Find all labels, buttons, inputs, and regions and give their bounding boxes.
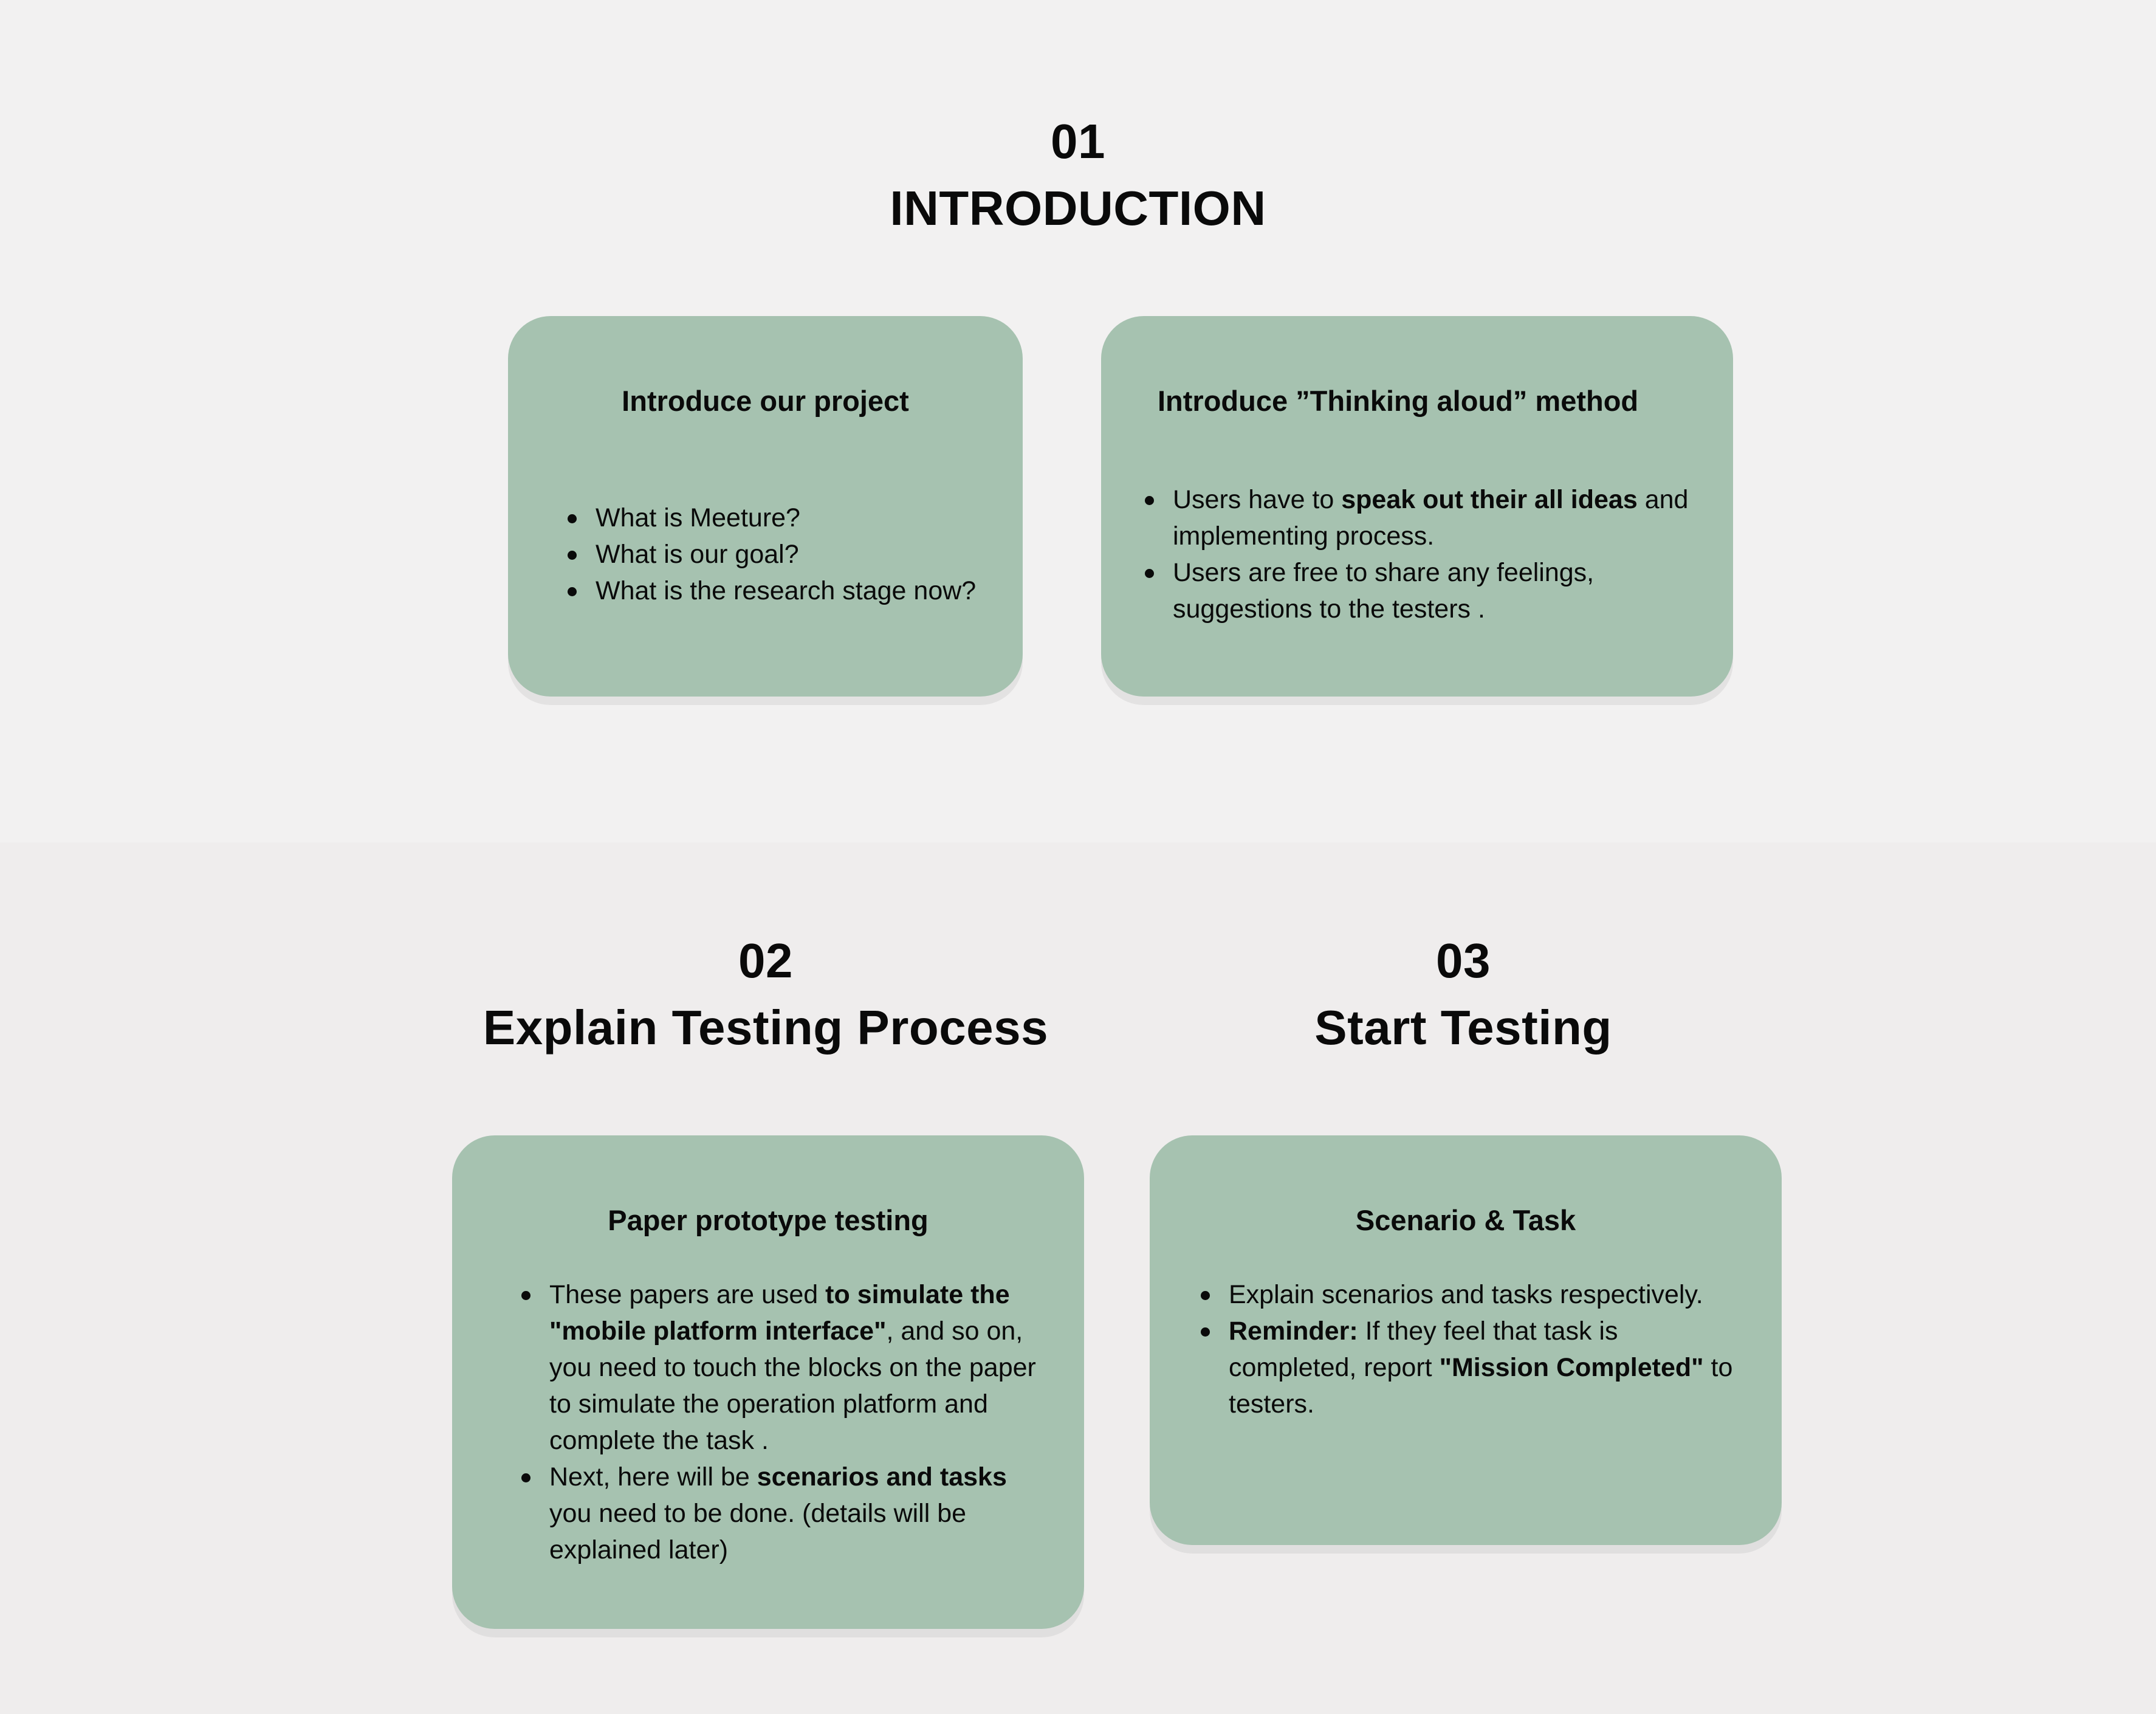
card-title: Introduce ”Thinking aloud” method (1158, 385, 1639, 417)
emphasis-text: "Mission Completed" (1439, 1353, 1704, 1382)
text: These papers are used (549, 1280, 826, 1309)
card-thinking-aloud: Introduce ”Thinking aloud” method Users … (1101, 316, 1733, 697)
text: and implementing process. (1173, 485, 1689, 551)
bullet-list: Explain scenarios and tasks respectively… (1200, 1276, 1746, 1422)
list-item: Next, here will be scenarios and tasks y… (520, 1459, 1043, 1568)
list-item: What is our goal? (566, 536, 1004, 573)
emphasis-text: scenarios and tasks (757, 1462, 1007, 1492)
section-number: 02 (738, 934, 793, 988)
bullet-list: What is Meeture? What is our goal? What … (566, 500, 1004, 609)
card-title: Paper prototype testing (608, 1204, 929, 1236)
emphasis-text: speak out their all ideas (1341, 485, 1638, 514)
section-title: Explain Testing Process (482, 1000, 1049, 1055)
top-section-background (0, 0, 2156, 842)
card-introduce-project: Introduce our project What is Meeture? W… (508, 316, 1023, 697)
text: Users have to (1173, 485, 1342, 514)
emphasis-text: Reminder: (1229, 1316, 1358, 1346)
text: Next, here will be (549, 1462, 757, 1492)
bullet-list: Users have to speak out their all ideas … (1144, 481, 1691, 627)
text: you need to be done. (details will be ex… (549, 1499, 967, 1564)
card-scenario-task: Scenario & Task Explain scenarios and ta… (1150, 1135, 1782, 1545)
list-item: Reminder: If they feel that task is comp… (1200, 1313, 1746, 1422)
list-item: Users are free to share any feelings, su… (1144, 554, 1691, 627)
card-title: Introduce our project (622, 385, 909, 417)
card-paper-prototype: Paper prototype testing These papers are… (452, 1135, 1084, 1629)
section-02-heading: 02 Explain Testing Process (462, 928, 1069, 1061)
list-item: What is Meeture? (566, 500, 1004, 536)
list-item: What is the research stage now? (566, 573, 1004, 609)
card-title: Scenario & Task (1355, 1204, 1576, 1236)
section-number: 03 (1436, 934, 1491, 988)
text: If they feel that task is completed, rep… (1229, 1316, 1618, 1382)
list-item: Users have to speak out their all ideas … (1144, 481, 1691, 554)
list-item: These papers are used to simulate the "m… (520, 1276, 1043, 1459)
section-title: Start Testing (1314, 1000, 1612, 1055)
emphasis-text: to simulate the "mobile platform interfa… (549, 1280, 1010, 1346)
section-03-heading: 03 Start Testing (1159, 928, 1767, 1061)
bullet-list: These papers are used to simulate the "m… (520, 1276, 1043, 1568)
section-number: 01 (1051, 114, 1105, 168)
list-item: Explain scenarios and tasks respectively… (1200, 1276, 1746, 1313)
section-title: INTRODUCTION (890, 181, 1266, 235)
text: to testers. (1229, 1353, 1733, 1419)
section-01-heading: 01 INTRODUCTION (835, 108, 1321, 242)
text: , and so on, you need to touch the block… (549, 1316, 1036, 1455)
